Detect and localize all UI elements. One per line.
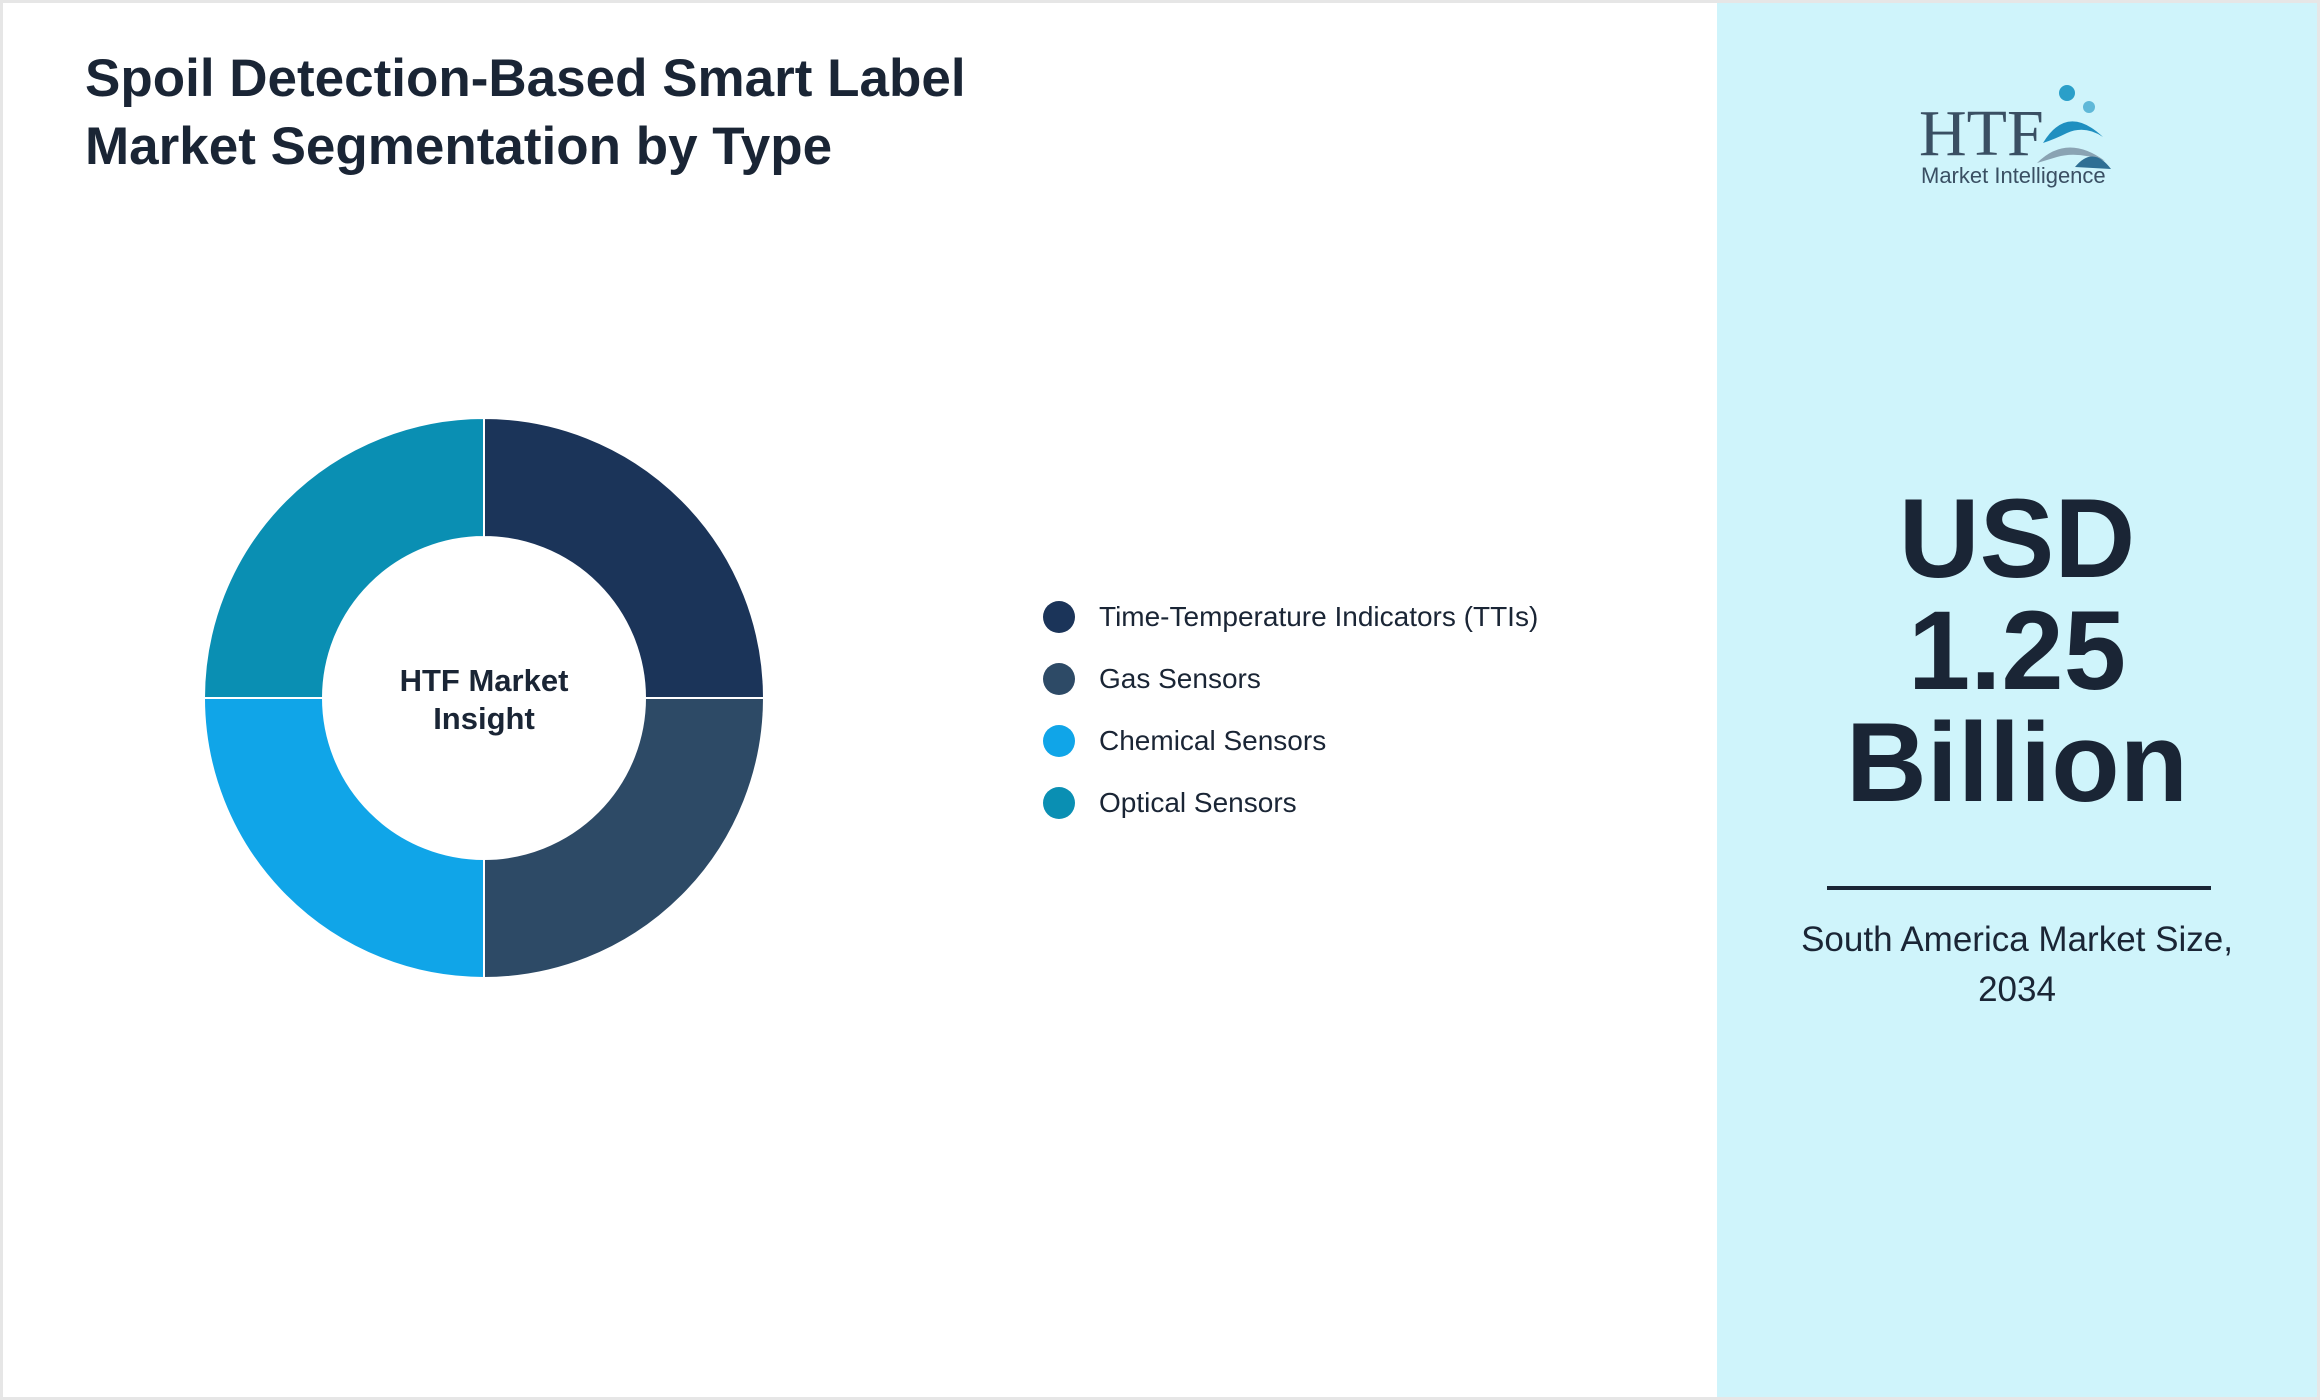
htf-logo-icon: HTF Market Intelligence — [1919, 85, 2111, 188]
logo-tagline: Market Intelligence — [1921, 163, 2106, 188]
donut-slice-3 — [202, 697, 485, 980]
donut-center-label-line-2: Insight — [433, 701, 535, 736]
legend-item: Chemical Sensors — [1043, 710, 1538, 772]
legend-swatch — [1043, 725, 1075, 757]
title-line-1: Spoil Detection-Based Smart Label — [85, 49, 966, 108]
summary-panel: HTF Market Intelligence USD 1.25 Billion… — [1717, 3, 2317, 1397]
divider-line — [1827, 886, 2211, 890]
legend-item: Time-Temperature Indicators (TTIs) — [1043, 586, 1538, 648]
market-size-caption: South America Market Size, 2034 — [1777, 915, 2257, 1015]
legend-swatch — [1043, 601, 1075, 633]
donut-slice-2 — [483, 697, 766, 980]
chart-legend: Time-Temperature Indicators (TTIs) Gas Se… — [1043, 586, 1538, 834]
chart-panel: Spoil Detection-Based Smart Label Market… — [3, 3, 1717, 1397]
donut-center-label-line-1: HTF Market — [400, 663, 569, 698]
caption-line-2: 2034 — [1978, 970, 2056, 1009]
legend-swatch — [1043, 663, 1075, 695]
market-size-currency: USD — [1898, 476, 2136, 601]
market-size-number: 1.25 — [1908, 588, 2126, 713]
market-size-unit: Billion — [1845, 700, 2189, 825]
page-title: Spoil Detection-Based Smart Label Market… — [85, 45, 1185, 181]
legend-swatch — [1043, 787, 1075, 819]
legend-item: Gas Sensors — [1043, 648, 1538, 710]
legend-item: Optical Sensors — [1043, 772, 1538, 834]
logo-mark: HTF — [1919, 97, 2044, 170]
legend-label: Optical Sensors — [1099, 787, 1297, 818]
donut-slice-4 — [202, 416, 485, 699]
page-frame: Spoil Detection-Based Smart Label Market… — [3, 3, 2317, 1397]
donut-slice-1 — [483, 416, 766, 699]
legend-label: Chemical Sensors — [1099, 725, 1327, 756]
market-size-value: USD 1.25 Billion — [1717, 483, 2317, 819]
title-line-2: Market Segmentation by Type — [85, 117, 833, 176]
legend-label: Gas Sensors — [1099, 663, 1261, 694]
donut-slices — [202, 416, 766, 980]
donut-chart: HTF Market Insight — [202, 416, 766, 980]
legend-label: Time-Temperature Indicators (TTIs) — [1099, 601, 1539, 632]
caption-line-1: South America Market Size, — [1801, 920, 2233, 959]
